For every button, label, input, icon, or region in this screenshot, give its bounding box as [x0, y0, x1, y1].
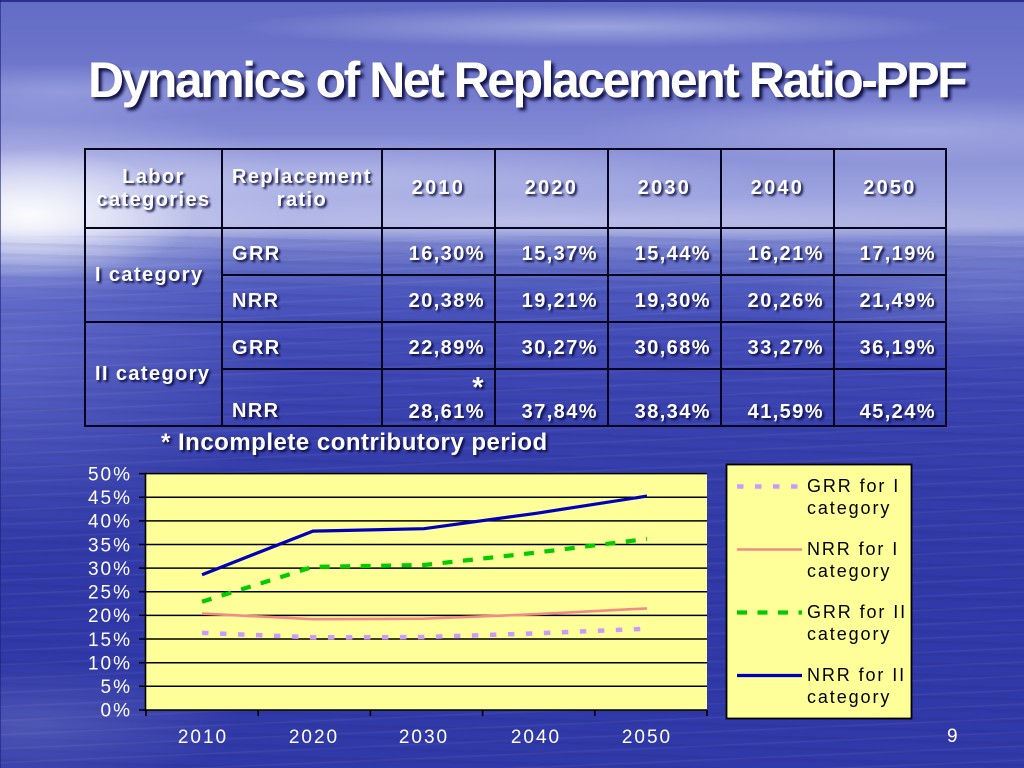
svg-text:5%: 5% — [101, 677, 132, 698]
svg-text:2010: 2010 — [178, 727, 228, 748]
svg-text:GRR for I: GRR for I — [807, 476, 900, 496]
svg-text:2030: 2030 — [399, 727, 449, 748]
svg-text:category: category — [807, 687, 891, 707]
svg-text:NRR for I: NRR for I — [807, 539, 899, 559]
svg-text:35%: 35% — [88, 535, 132, 556]
svg-text:category: category — [807, 561, 891, 581]
svg-text:25%: 25% — [88, 583, 132, 604]
svg-text:2040: 2040 — [511, 727, 561, 748]
svg-text:45%: 45% — [88, 488, 132, 509]
svg-text:2050: 2050 — [622, 727, 672, 748]
svg-text:20%: 20% — [88, 606, 132, 627]
svg-text:10%: 10% — [88, 654, 132, 675]
svg-text:0%: 0% — [101, 701, 132, 722]
svg-text:GRR for II: GRR for II — [807, 602, 907, 622]
svg-text:2020: 2020 — [289, 727, 339, 748]
svg-text:50%: 50% — [88, 464, 132, 485]
svg-text:NRR for II: NRR for II — [807, 665, 906, 685]
svg-text:40%: 40% — [88, 512, 132, 533]
svg-text:30%: 30% — [88, 559, 132, 580]
svg-text:category: category — [807, 498, 891, 518]
svg-text:15%: 15% — [88, 630, 132, 651]
svg-text:category: category — [807, 624, 891, 644]
